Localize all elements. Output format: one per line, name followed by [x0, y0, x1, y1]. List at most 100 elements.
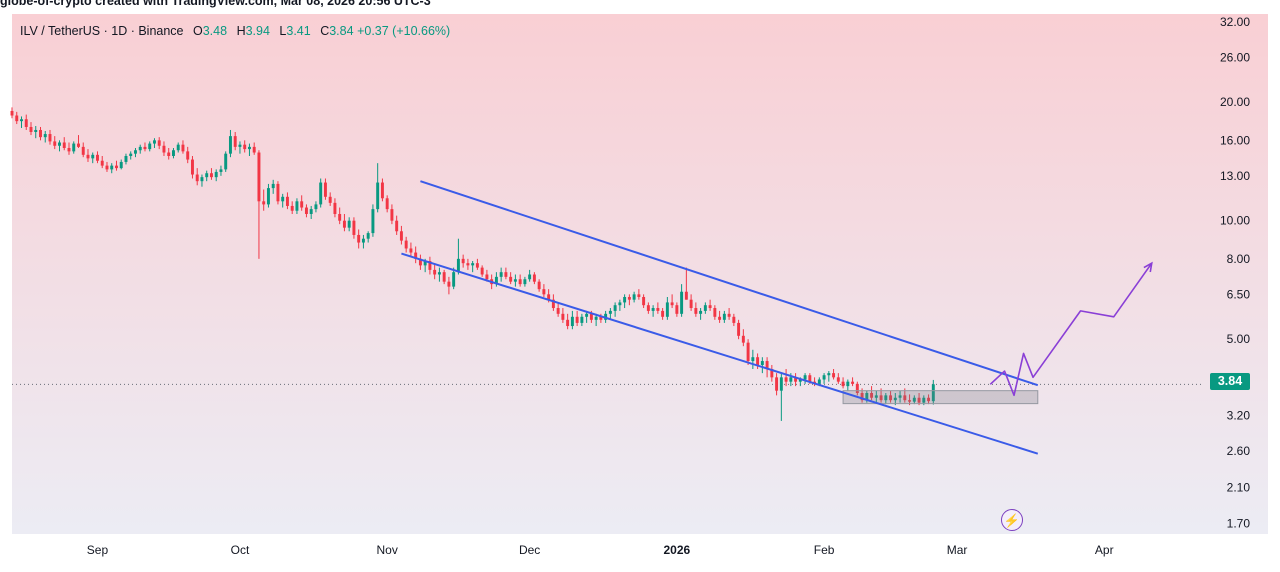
y-tick-label: 2.10 [1227, 481, 1251, 495]
x-tick-label: 2026 [664, 543, 691, 557]
candle-body [376, 182, 380, 210]
candle-body [390, 209, 394, 221]
credit-text: globe-of-crypto created with TradingView… [0, 0, 431, 8]
candle-body [171, 150, 175, 156]
candle-body [138, 146, 142, 151]
candle-body [29, 126, 33, 132]
candle-body [195, 174, 199, 182]
candle-body [252, 146, 256, 153]
candle-body [689, 299, 693, 309]
candle-body [556, 308, 560, 314]
candle-body [423, 260, 427, 266]
candle-body [656, 308, 660, 311]
candle-body [380, 182, 384, 199]
candle-body [570, 316, 574, 327]
projection-arrowhead [1143, 261, 1153, 273]
candle-body [594, 316, 598, 320]
candle-body [285, 196, 289, 206]
candle-body [333, 202, 337, 214]
candle-body [794, 377, 798, 382]
candle-body [461, 258, 465, 264]
x-tick-label: Feb [814, 543, 835, 557]
candle-body [855, 383, 859, 394]
candle-body [34, 129, 38, 132]
candle-body [561, 313, 565, 320]
candle-body [186, 151, 190, 160]
candle-body [157, 140, 161, 146]
candle-body [124, 155, 128, 162]
y-tick-label: 5.00 [1227, 332, 1251, 346]
candle-body [917, 397, 921, 403]
candle-body [190, 159, 194, 175]
candle-body [433, 269, 437, 275]
candle-body [741, 335, 745, 343]
candle-body [798, 379, 802, 382]
price-axis-background[interactable] [1204, 14, 1268, 534]
x-tick-label: Apr [1095, 543, 1114, 557]
x-tick-label: Dec [519, 543, 540, 557]
candle-body [86, 154, 90, 159]
candle-body [841, 381, 845, 387]
candle-body [48, 134, 52, 142]
candle-body [532, 274, 536, 282]
candle-body [300, 201, 304, 208]
candle-body [646, 305, 650, 311]
candle-body [442, 272, 446, 282]
lightning-icon[interactable]: ⚡ [1001, 509, 1023, 531]
candle-body [680, 291, 684, 314]
candle-body [860, 393, 864, 401]
candle-body [167, 152, 171, 156]
y-tick-label: 10.00 [1220, 214, 1250, 228]
symbol-name[interactable]: ILV / TetherUS · 1D · Binance [20, 24, 184, 38]
candle-body [608, 310, 612, 314]
y-tick-label: 1.70 [1227, 517, 1251, 531]
high-label: H [236, 24, 246, 38]
candle-body [347, 220, 351, 228]
candle-body [43, 134, 47, 138]
candle-body [152, 140, 156, 144]
y-tick-label: 2.60 [1227, 444, 1251, 458]
axis-labels-layer: 32.00 26.00 20.00 16.00 13.00 10.00 8.00 6.50 5.… [87, 15, 1251, 557]
candle-body [874, 395, 878, 398]
symbol-legend: ILV / TetherUS · 1D · Binance O3.48 H3.9… [20, 24, 450, 38]
candle-body [328, 196, 332, 203]
candle-body [737, 322, 741, 336]
candle-body [247, 146, 251, 150]
candle-body [499, 272, 503, 277]
candle-body [58, 142, 61, 146]
candle-body [836, 377, 840, 382]
candle-body [623, 296, 627, 303]
open-value: 3.48 [202, 24, 228, 38]
close-value: 3.84 [329, 24, 354, 38]
candle-body [756, 357, 760, 365]
low-value: 3.41 [286, 24, 311, 38]
candle-body [15, 115, 19, 122]
candle-body [846, 381, 850, 387]
candle-body [134, 150, 137, 154]
candle-body [599, 316, 603, 320]
candle-body [342, 220, 346, 228]
channel-lower-line [401, 252, 1039, 455]
range-box [842, 390, 1039, 405]
candle-body [295, 201, 299, 211]
candle-body [219, 169, 223, 172]
candle-body [243, 144, 247, 150]
candle-body [262, 201, 266, 205]
candle-body [504, 272, 508, 277]
close-label: C [320, 24, 330, 38]
candle-body [661, 310, 665, 317]
candle-body [466, 263, 470, 266]
candle-body [224, 153, 228, 170]
candle-body [865, 393, 869, 401]
y-tick-label: 26.00 [1220, 50, 1250, 64]
candle-body [338, 213, 342, 221]
candle-body [257, 152, 261, 202]
candle-body [39, 129, 42, 138]
candle-body [233, 136, 237, 147]
candle-body [290, 205, 294, 211]
candle-body [922, 397, 926, 403]
candle-body [105, 165, 109, 170]
plot-area-background[interactable] [12, 14, 1204, 534]
